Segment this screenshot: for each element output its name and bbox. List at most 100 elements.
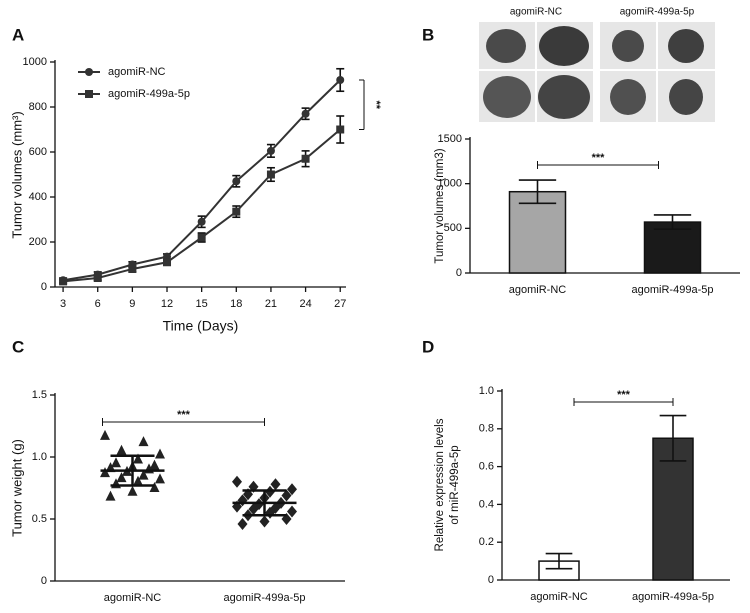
y-tick-label: 0 [456,267,462,279]
y-tick-label: 0.6 [479,461,494,473]
data-point [197,217,206,226]
data-point [155,448,165,459]
y-tick-label: 1.0 [479,385,494,397]
panel-label: D [422,337,434,356]
x-tick-label: agomiR-499a-5p [632,284,714,296]
image-label: agomiR-NC [510,7,562,18]
data-point [301,109,310,118]
legend-label: agomiR-499a-5p [108,88,190,100]
y-tick-label: 1.0 [32,451,47,463]
data-point [237,517,248,530]
bar [652,437,694,581]
y-axis-label: of miR-499a-5p [449,445,461,524]
image-label: agomiR-499a-5p [620,7,695,18]
data-point [336,76,345,84]
data-point [100,467,110,478]
y-axis-label: Relative expression levels [434,418,446,551]
x-tick-label: 18 [230,298,242,310]
data-point [127,485,138,496]
data-point [287,483,297,496]
data-point [266,146,275,155]
data-point [232,475,242,488]
significance-label: *** [177,409,191,421]
y-axis-label: Tumor volumes (mm3) [434,148,446,263]
tumor [610,79,646,115]
y-tick-label: 0.4 [479,498,494,510]
y-tick-label: 500 [444,222,462,234]
data-point [133,453,143,464]
x-tick-label: agomiR-NC [530,591,588,603]
data-point [128,265,137,273]
data-point [197,233,206,242]
legend-label: agomiR-NC [108,66,166,78]
data-point [105,490,116,501]
y-tick-label: 400 [29,191,47,203]
data-point [149,482,160,492]
x-tick-label: 27 [334,298,346,310]
bar [643,221,702,274]
y-tick-label: 0 [488,574,494,586]
panel-label: B [422,25,434,44]
data-point [336,125,345,134]
data-point [59,277,68,286]
x-tick-label: 15 [196,298,208,310]
y-axis-label: Tumor weight (g) [9,439,24,537]
y-tick-label: 1.5 [32,389,47,401]
x-tick-label: 9 [129,298,135,310]
y-tick-label: 1000 [23,56,47,68]
data-point [301,154,310,163]
data-point [116,472,127,483]
data-point [133,475,143,486]
data-point [270,478,281,491]
legend-marker [85,90,93,98]
y-tick-label: 0 [41,281,47,293]
significance-label: *** [592,152,606,164]
data-point [100,429,110,440]
y-tick-label: 0.2 [479,536,494,548]
significance-label: *** [617,389,631,401]
x-tick-label: 6 [95,298,101,310]
y-tick-label: 1000 [438,178,462,190]
y-tick-label: 800 [29,101,47,113]
tumor [483,76,531,118]
data-point [232,177,241,186]
y-axis-label: Tumor volumes (mm³) [9,111,24,238]
panel-label: A [12,25,24,44]
x-tick-label: 21 [265,298,277,310]
x-tick-label: 12 [161,298,173,310]
tumor [486,29,526,63]
significance-label: ** [370,100,382,109]
data-point [93,274,102,282]
data-point [266,170,275,179]
series-line [62,79,341,282]
tumor [669,79,703,115]
y-tick-label: 0 [41,575,47,587]
data-point [138,436,149,447]
data-point [248,503,259,516]
y-tick-label: 200 [29,236,47,248]
data-point [111,457,121,468]
y-tick-label: 0.5 [32,513,47,525]
data-point [270,501,281,514]
x-tick-label: agomiR-NC [104,592,162,604]
x-tick-label: agomiR-NC [509,284,567,296]
y-tick-label: 600 [29,146,47,158]
data-point [138,469,149,480]
x-tick-label: 24 [299,298,311,310]
tumor [668,29,704,63]
y-tick-label: 0.8 [479,423,494,435]
legend-marker [85,68,93,76]
tumor [612,30,644,62]
y-tick-label: 1500 [438,133,462,145]
x-tick-label: 3 [60,298,66,310]
data-point [155,473,165,484]
tumor [539,26,589,66]
data-point [116,444,127,455]
data-point [287,505,297,518]
panel-label: C [12,337,24,356]
bar [508,190,567,274]
series-line [62,128,341,283]
data-point [232,207,241,216]
data-point [163,258,172,267]
